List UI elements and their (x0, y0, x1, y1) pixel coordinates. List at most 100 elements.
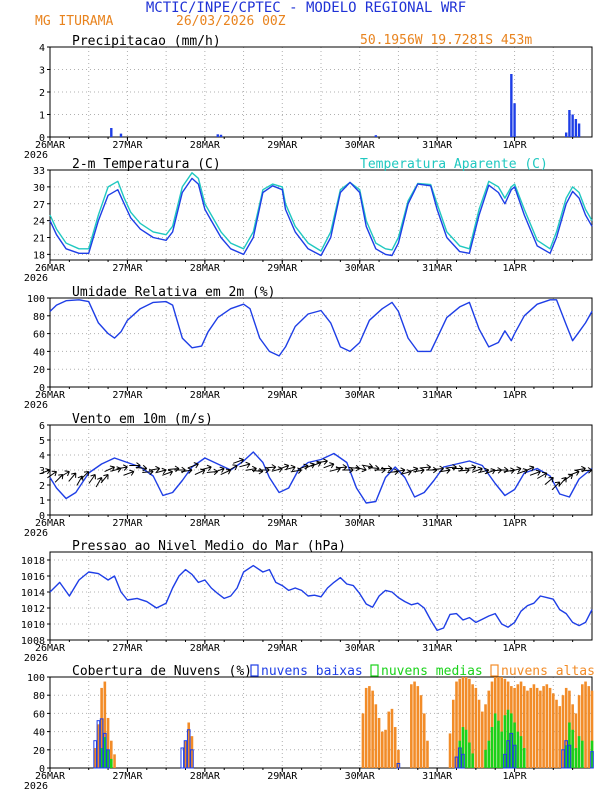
x-tick-label: 28MAR (190, 643, 221, 654)
cloud-bar-nuvens-altas (393, 727, 397, 768)
cloud-bar-nuvens-altas (477, 699, 481, 768)
cloud-bar-nuvens-altas (413, 681, 416, 768)
wind-arrow (80, 471, 90, 480)
cloud-bar-nuvens-altas (548, 687, 552, 768)
cloud-bar-nuvens-altas (422, 713, 426, 768)
precip-bar (564, 132, 568, 137)
cloud-bar-nuvens-medias (461, 727, 465, 768)
cloud-bar-nuvens-baixas (396, 762, 401, 769)
cloud-bar-nuvens-baixas (509, 732, 514, 769)
cloud-bar-nuvens-altas (500, 677, 503, 768)
x-tick-label: 27MAR (112, 518, 143, 529)
cloud-bar-nuvens-altas (448, 733, 452, 768)
x-tick-label: 28MAR (190, 771, 221, 782)
cloud-bar-nuvens-altas (474, 687, 478, 768)
cloud-bar-nuvens-altas (577, 695, 581, 768)
cloud-bar-nuvens-altas (487, 690, 491, 768)
x-tick-label: 1APR (503, 140, 528, 151)
y-tick-label: 6 (39, 421, 45, 432)
cloud-bar-nuvens-altas (539, 690, 542, 768)
y-tick-label: 4 (39, 451, 45, 462)
panel-title: Precipitacao (mm/h) (72, 34, 221, 49)
cloud-bar-nuvens-altas (97, 724, 100, 768)
cloud-bar-nuvens-baixas (503, 753, 507, 769)
cloud-bar-nuvens-medias (100, 747, 103, 768)
cloud-bar-nuvens-altas (490, 681, 494, 768)
cloud-bar-nuvens-altas (368, 686, 371, 768)
panel-title: 2-m Temperatura (C) (72, 157, 221, 172)
x-tick-label: 28MAR (190, 263, 221, 274)
x-tick-label: 30MAR (345, 140, 376, 151)
cloud-bar-nuvens-altas (384, 729, 387, 768)
cloud-bar-nuvens-medias (468, 742, 471, 768)
cloud-bar-nuvens-altas (103, 681, 107, 768)
y-tick-label: 30 (33, 183, 45, 194)
cloud-bar-nuvens-medias (516, 731, 520, 768)
humidity-line (49, 299, 593, 357)
cloud-bar-nuvens-medias (510, 713, 513, 768)
panel-4: 0 1 2 3 4 5 6 26MAR 27MAR 28MAR 29MAR 30MAR 31MAR 1AP… (24, 412, 593, 539)
panel-title: Umidade Relativa em 2m (%) (72, 285, 276, 300)
cloud-bar-nuvens-baixas (93, 740, 97, 769)
y-tick-label: 18 (33, 250, 45, 261)
x-tick-label: 26MAR (35, 390, 66, 401)
cloud-bar-nuvens-medias (564, 745, 568, 768)
cloud-bar-nuvens-baixas (461, 753, 465, 769)
wind-arrow (529, 469, 541, 476)
y-tick-label: 2 (39, 481, 45, 492)
wind-arrow (47, 470, 57, 479)
cloud-bar-nuvens-altas (374, 704, 378, 768)
x-tick-label: 31MAR (422, 771, 453, 782)
cloud-bar-nuvens-medias (493, 713, 497, 768)
wind-arrow (116, 464, 128, 471)
x-tick-label: 27MAR (112, 140, 143, 151)
legend-swatch (370, 664, 379, 677)
wind-arrow (88, 474, 96, 484)
wind-arrow (200, 464, 212, 472)
location-label: MG ITURAMA (35, 14, 113, 29)
precip-bar (219, 134, 223, 137)
cloud-bar-nuvens-altas (419, 695, 423, 768)
wind-arrow (316, 458, 328, 465)
cloud-bar-nuvens-altas (451, 699, 455, 768)
cloud-bar-nuvens-baixas (190, 749, 194, 769)
wind-arrow (187, 462, 199, 469)
y-tick-label: 1 (39, 111, 45, 122)
y-tick-label: 0 (39, 511, 45, 522)
x-year-label: 2026 (24, 781, 48, 792)
y-tick-label: 3 (39, 466, 45, 477)
cloud-bar-nuvens-altas (516, 684, 520, 768)
precip-bar (574, 119, 578, 137)
cloud-bar-nuvens-baixas (103, 732, 107, 769)
wind-arrow (245, 465, 257, 473)
cloud-bar-nuvens-medias (574, 747, 578, 768)
wind-arrow (123, 469, 135, 476)
x-year-label: 2026 (24, 653, 48, 664)
wind-arrow (381, 465, 393, 472)
cloud-bar-nuvens-medias (577, 736, 581, 768)
y-tick-label: 0 (39, 133, 45, 144)
cloud-bar-nuvens-altas (526, 690, 529, 768)
cloud-bar-nuvens-altas (590, 690, 594, 768)
apparent-temperature-legend: Temperatura Aparente (C) (360, 157, 548, 172)
wind-arrow (393, 467, 406, 474)
x-tick-label: 31MAR (422, 643, 453, 654)
x-tick-label: 1APR (503, 518, 528, 529)
cloud-bar-nuvens-baixas (183, 740, 188, 769)
cloud-bar-nuvens-altas (426, 740, 429, 768)
wind-arrow (544, 477, 554, 485)
x-year-label: 2026 (24, 400, 48, 411)
x-year-label: 2026 (24, 528, 48, 539)
y-tick-label: 100 (27, 294, 45, 305)
cloud-bar-nuvens-altas (468, 678, 471, 768)
cloud-bar-nuvens-altas (584, 681, 587, 768)
precip-bar (571, 114, 574, 137)
panel-5: 1008 1010 1012 1014 1016 1018 26MAR 27MAR 28MAR 2… (21, 539, 593, 664)
wind-arrow (323, 462, 335, 469)
cloud-bar-nuvens-altas (455, 681, 458, 768)
x-tick-label: 27MAR (112, 263, 143, 274)
apparent-temperature-line (49, 172, 593, 252)
cloud-bar-nuvens-altas (410, 684, 413, 768)
x-tick-label: 28MAR (190, 390, 221, 401)
